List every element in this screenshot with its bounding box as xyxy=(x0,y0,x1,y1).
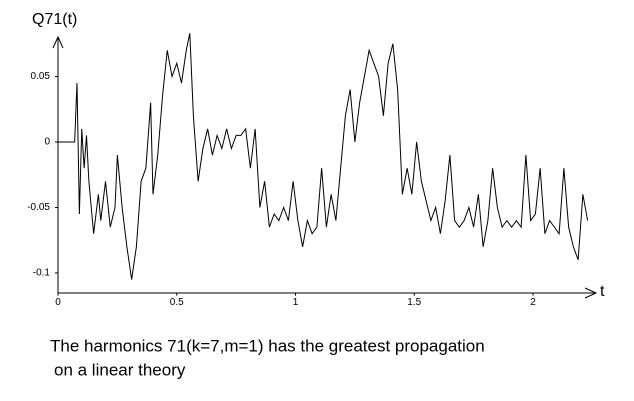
x-tick-label: 1.5 xyxy=(407,297,421,308)
caption-line: on a linear theory xyxy=(54,360,186,379)
caption-line: The harmonics 71(k=7,m=1) has the greate… xyxy=(50,336,485,355)
x-axis-label: t xyxy=(600,283,605,300)
y-axis-arrow xyxy=(52,35,64,49)
y-tick-label: 0.05 xyxy=(31,71,51,82)
y-axis-label: Q71(t) xyxy=(32,11,77,28)
x-axis-arrow xyxy=(584,287,598,299)
x-tick-label: 0.5 xyxy=(170,297,184,308)
x-tick-label: 0 xyxy=(55,297,61,308)
x-tick-label: 2 xyxy=(530,297,536,308)
y-tick-label: -0.1 xyxy=(33,268,51,279)
y-tick-label: -0.05 xyxy=(27,202,50,213)
x-tick-label: 1 xyxy=(293,297,299,308)
y-tick-label: 0 xyxy=(44,137,50,148)
data-line xyxy=(58,33,589,280)
